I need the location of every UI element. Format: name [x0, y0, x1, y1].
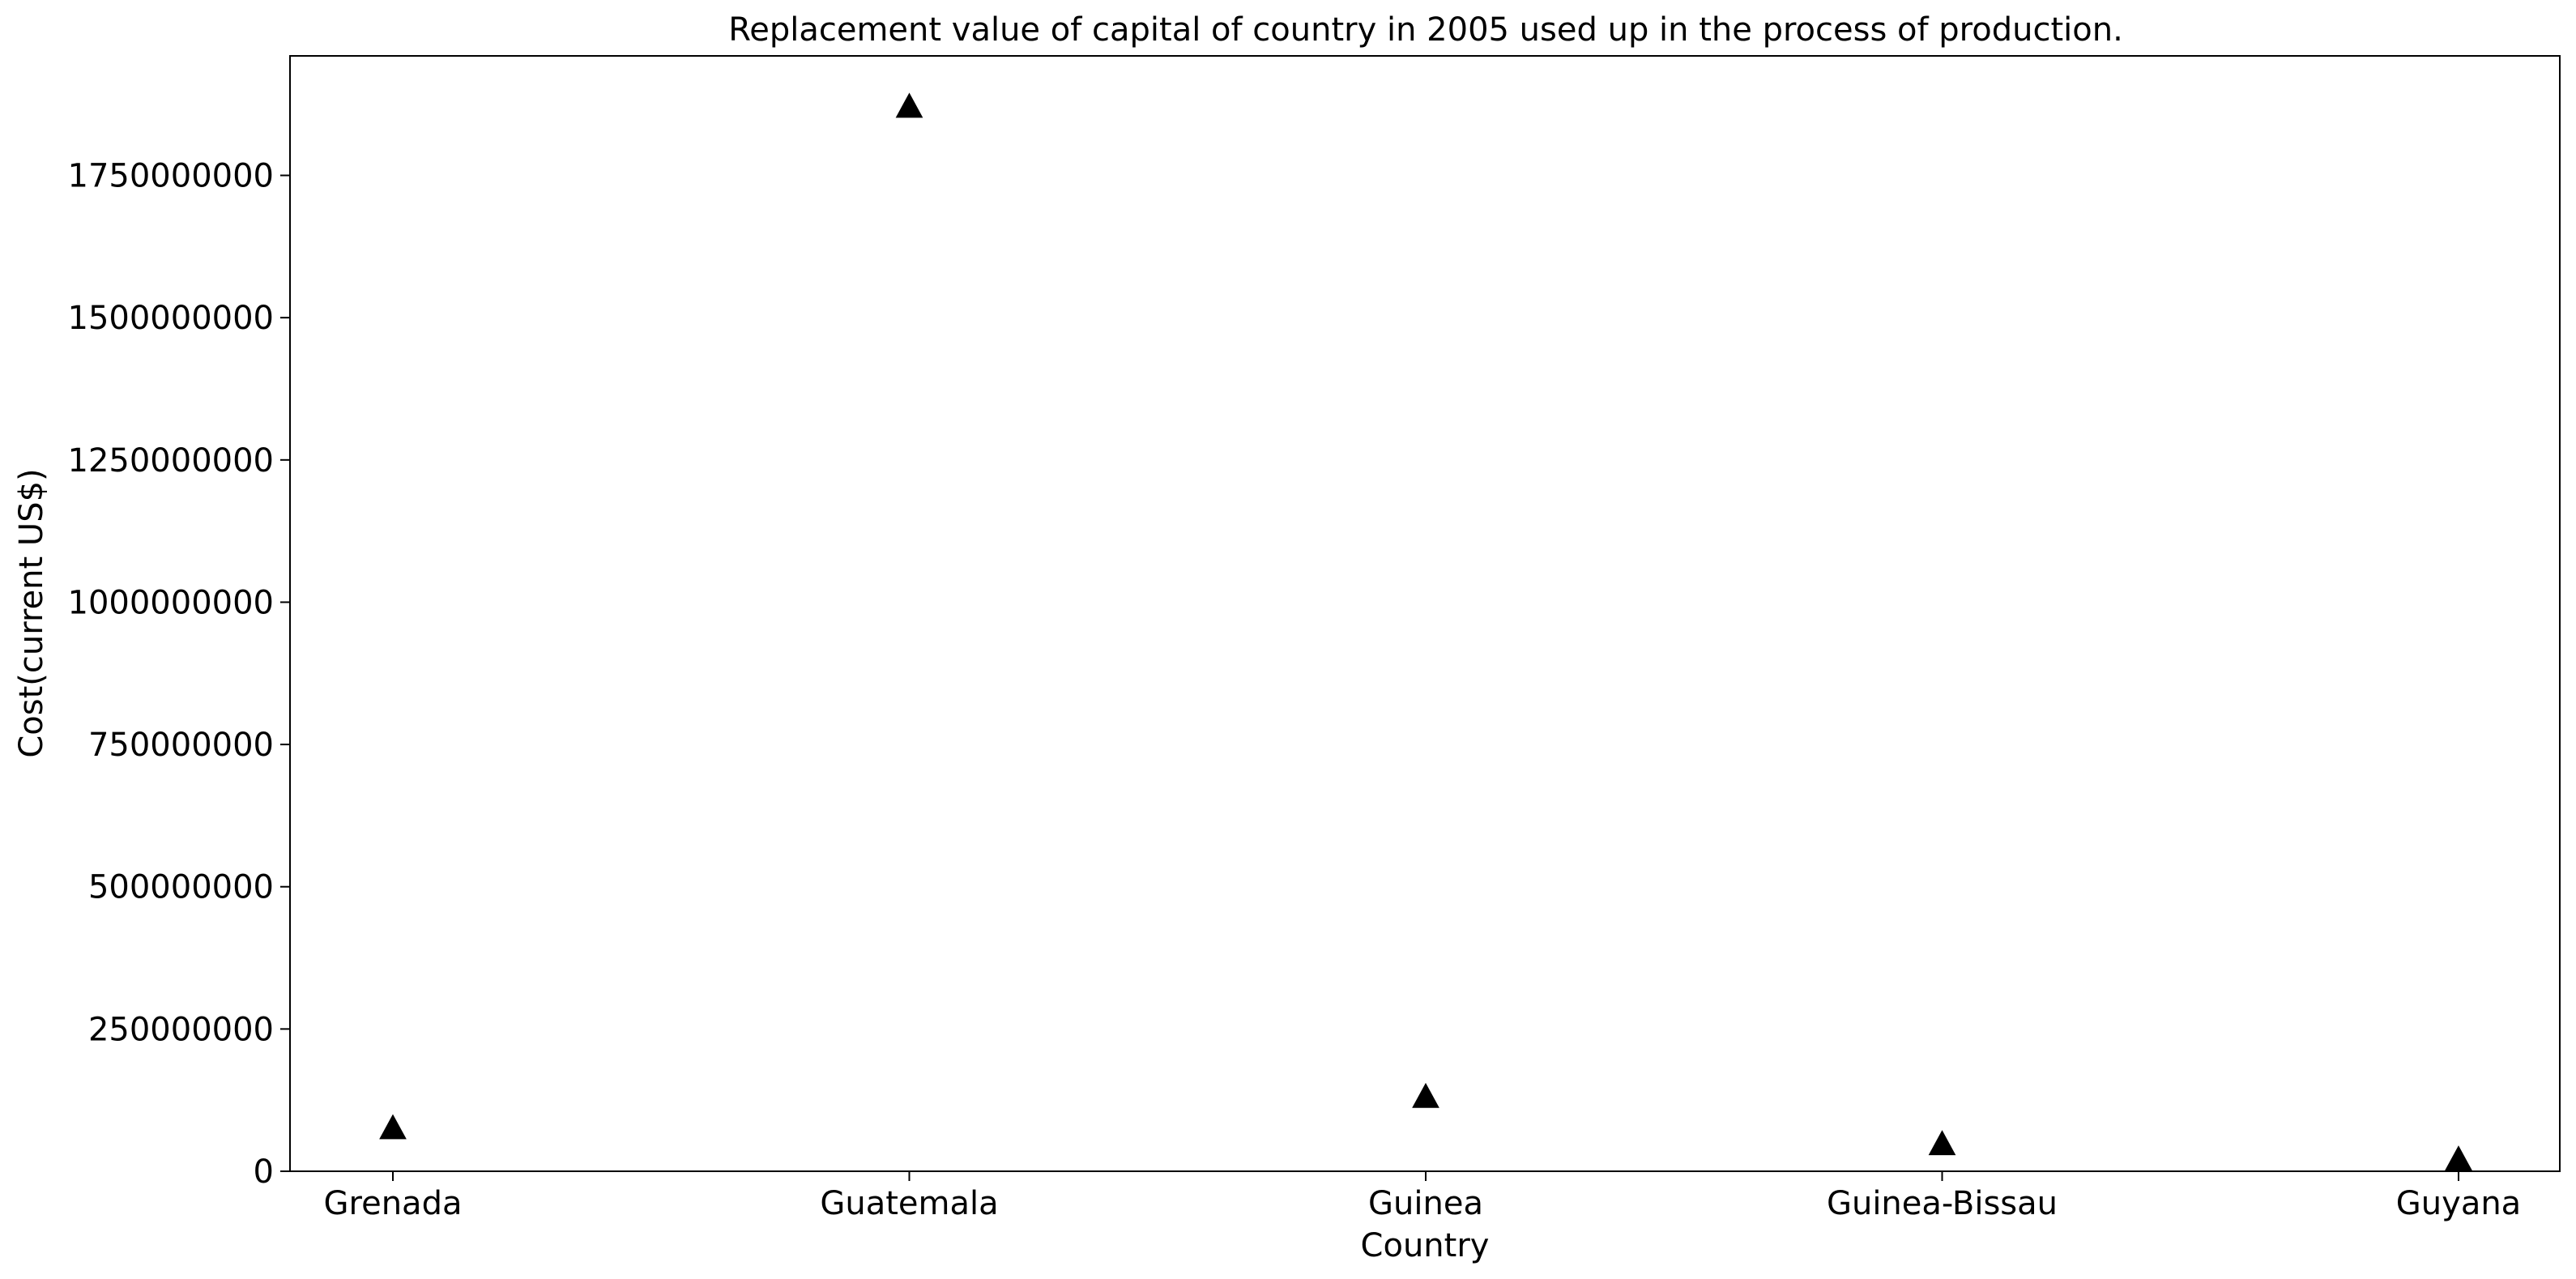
data-point-guatemala: [895, 92, 923, 118]
y-tick-label: 250000000: [88, 1011, 274, 1048]
y-tick-label: 750000000: [88, 727, 274, 764]
x-tick-label: Guinea-Bissau: [1827, 1185, 2058, 1222]
data-point-guinea-bissau: [1928, 1130, 1956, 1156]
y-tick-label: 1250000000: [68, 442, 275, 480]
y-tick-label: 1000000000: [68, 584, 275, 621]
x-axis-label: Country: [1361, 1227, 1490, 1264]
x-axis-ticks: Grenada Guatemala Guinea Guinea-Bissau Guyan…: [324, 1171, 2521, 1222]
y-axis-label: Cost(current US$): [13, 468, 50, 757]
x-tick-label: Guyana: [2396, 1185, 2521, 1222]
x-tick-label: Guatemala: [820, 1185, 998, 1222]
data-markers: [379, 92, 2472, 1171]
x-tick-label: Grenada: [324, 1185, 463, 1222]
y-tick-label: 500000000: [88, 869, 274, 906]
data-point-guyana: [2445, 1145, 2472, 1171]
y-tick-label: 1750000000: [68, 158, 275, 195]
chart-title: Replacement value of capital of country …: [728, 11, 2123, 49]
y-tick-label: 1500000000: [68, 300, 275, 337]
data-point-grenada: [379, 1114, 407, 1140]
data-point-guinea: [1412, 1082, 1439, 1108]
x-tick-label: Guinea: [1368, 1185, 1483, 1222]
y-tick-label: 0: [254, 1153, 274, 1191]
y-axis-ticks: 0 250000000 500000000 750000000 1000000000 12…: [68, 158, 290, 1191]
